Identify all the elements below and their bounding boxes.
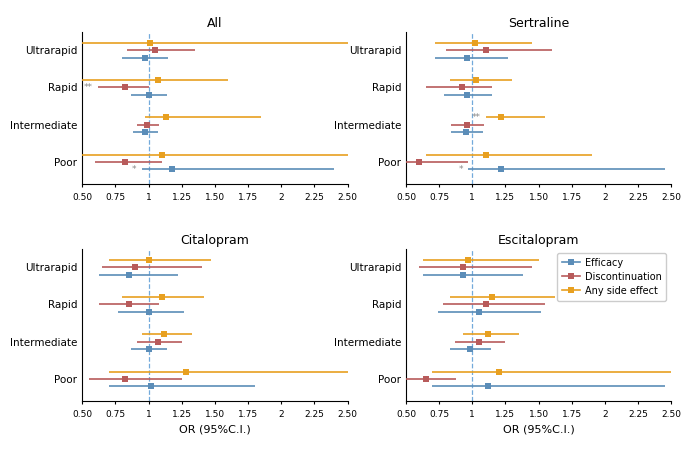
Legend: Efficacy, Discontinuation, Any side effect: Efficacy, Discontinuation, Any side effe… <box>558 253 667 301</box>
X-axis label: OR (95%C.I.): OR (95%C.I.) <box>179 424 251 434</box>
Title: Sertraline: Sertraline <box>508 18 569 30</box>
Text: **: ** <box>84 83 92 92</box>
Text: *: * <box>132 165 136 174</box>
Text: *: * <box>458 165 463 174</box>
Title: All: All <box>207 18 223 30</box>
X-axis label: OR (95%C.I.): OR (95%C.I.) <box>503 424 575 434</box>
Text: **: ** <box>471 113 480 122</box>
Title: Citalopram: Citalopram <box>180 235 249 248</box>
Title: Escitalopram: Escitalopram <box>498 235 580 248</box>
